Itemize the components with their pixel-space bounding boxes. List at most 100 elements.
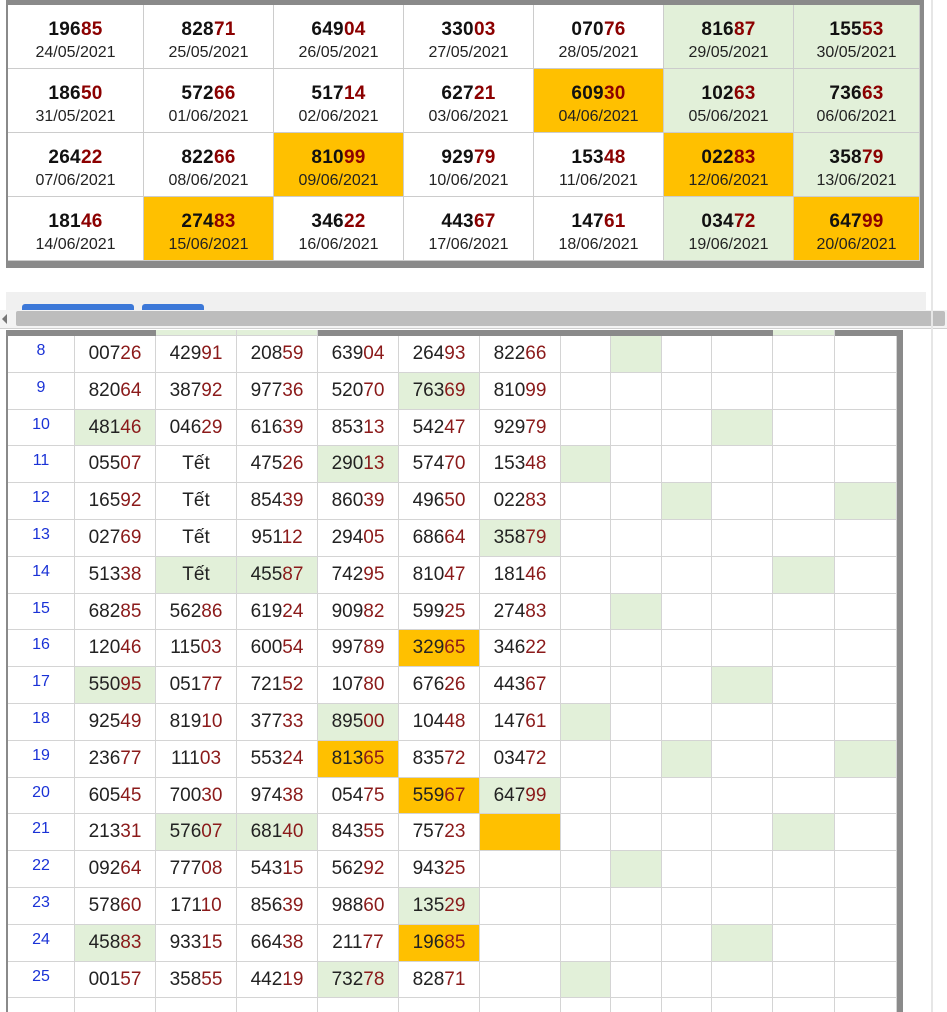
number-cell: 64799 [480,777,561,815]
number-tail: 65 [363,747,385,769]
number-head: 574 [412,453,445,475]
number-tail: 57 [120,968,142,990]
mark-cell [712,667,773,704]
calendar-cell: 64904 26/05/2021 [274,5,404,69]
mark-cell [662,998,712,1012]
number-head: 264 [412,343,445,364]
result-number-head: 153 [571,147,604,168]
row-index-cell: 20 [8,777,75,815]
result-number: 64799 [794,211,919,233]
number-tail: 48 [525,453,547,475]
sheet-tab-1[interactable] [22,304,134,310]
number-tail: 75 [363,784,385,806]
number-tail: 52 [282,674,304,696]
result-date: 03/06/2021 [428,108,509,125]
number-cell: 81047 [399,556,480,594]
number-tail: 33 [282,711,304,732]
result-number-head: 155 [829,19,862,40]
number-head: 442 [250,968,283,990]
number-cell: Tết [156,446,237,484]
number-cell: 45587 [237,556,318,594]
number-tail: 83 [120,931,142,953]
number-cell: 02769 [75,520,156,557]
row-index-cell [8,998,75,1012]
result-number: 14761 [534,211,663,233]
calendar-cell: 82871 25/05/2021 [144,5,274,69]
number-tail: 89 [363,637,385,659]
calendar-cell: 15553 30/05/2021 [794,5,920,69]
row-index-cell: 21 [8,814,75,852]
scrollbar-thumb[interactable] [16,311,945,326]
number-cell: 85439 [237,483,318,520]
row-index-cell: 15 [8,593,75,631]
result-number: 26422 [8,147,143,169]
number-head: 358 [169,968,202,990]
number-cell: 38792 [156,372,237,410]
result-number: 60930 [534,83,663,105]
number-cell: Tết [156,483,237,520]
number-tail: 36 [282,379,304,401]
number-tail: 46 [525,563,547,585]
number-tail: 07 [201,821,223,843]
number-cell: 26493 [399,336,480,373]
number-cell: 03472 [480,740,561,778]
result-number-tail: 22 [343,211,366,232]
mark-cell [773,704,835,741]
mark-cell [561,814,611,852]
result-number-tail: 48 [603,147,626,168]
number-head: 147 [493,711,526,732]
result-number-tail: 46 [80,211,103,232]
result-number: 18146 [8,211,143,233]
number-tail: 29 [444,895,466,916]
calendar-cell: 18650 31/05/2021 [8,69,144,133]
number-tail: 78 [363,968,385,990]
number-tail: 55 [201,968,223,990]
number-head: 700 [169,784,202,806]
sheet-tab-2[interactable] [142,304,204,310]
number-tail: 87 [282,563,304,585]
number-cell: 92979 [480,409,561,447]
result-number-head: 609 [571,83,604,104]
horizontal-scrollbar[interactable] [0,310,947,329]
number-tail: 31 [120,821,142,843]
row-index-cell: 23 [8,888,75,925]
result-number-tail: 99 [343,147,366,168]
number-head: 358 [493,527,526,548]
mark-cell [611,998,662,1012]
number-head: 835 [412,747,445,769]
number-tail: 10 [200,895,222,916]
row-index-cell: 8 [8,336,75,373]
result-date: 15/06/2021 [168,236,249,253]
number-tail: 95 [120,674,142,696]
number-head: 007 [88,343,121,364]
scroll-left-arrow-icon[interactable] [2,314,7,324]
calendar-cell: 07076 28/05/2021 [534,5,664,69]
result-number-head: 572 [181,83,214,104]
mark-cell [662,409,712,447]
number-tail: 24 [282,747,304,769]
mark-cell [773,336,835,373]
calendar-cell: 81687 29/05/2021 [664,5,794,69]
number-head: 165 [88,490,121,512]
number-head: 810 [493,379,526,401]
mark-cell [611,372,662,410]
mark-cell [712,888,773,925]
number-cell: 05507 [75,446,156,484]
number-tail: 60 [120,895,142,916]
number-head: 721 [250,674,283,696]
number-cell: 55967 [399,777,480,815]
result-number-head: 346 [311,211,344,232]
number-cell: 57470 [399,446,480,484]
result-number-tail: 14 [343,83,366,104]
number-head: 027 [88,527,121,548]
result-number-tail: 79 [473,147,496,168]
calendar-cell: 26422 07/06/2021 [8,133,144,197]
result-date: 06/06/2021 [816,108,897,125]
number-cell: 86039 [318,483,399,520]
number-cell: 05475 [318,777,399,815]
number-cell [480,961,561,999]
result-number-tail: 21 [473,83,496,104]
header-remnant-cell [237,330,318,336]
result-number: 15348 [534,147,663,169]
number-head: 686 [412,527,445,548]
